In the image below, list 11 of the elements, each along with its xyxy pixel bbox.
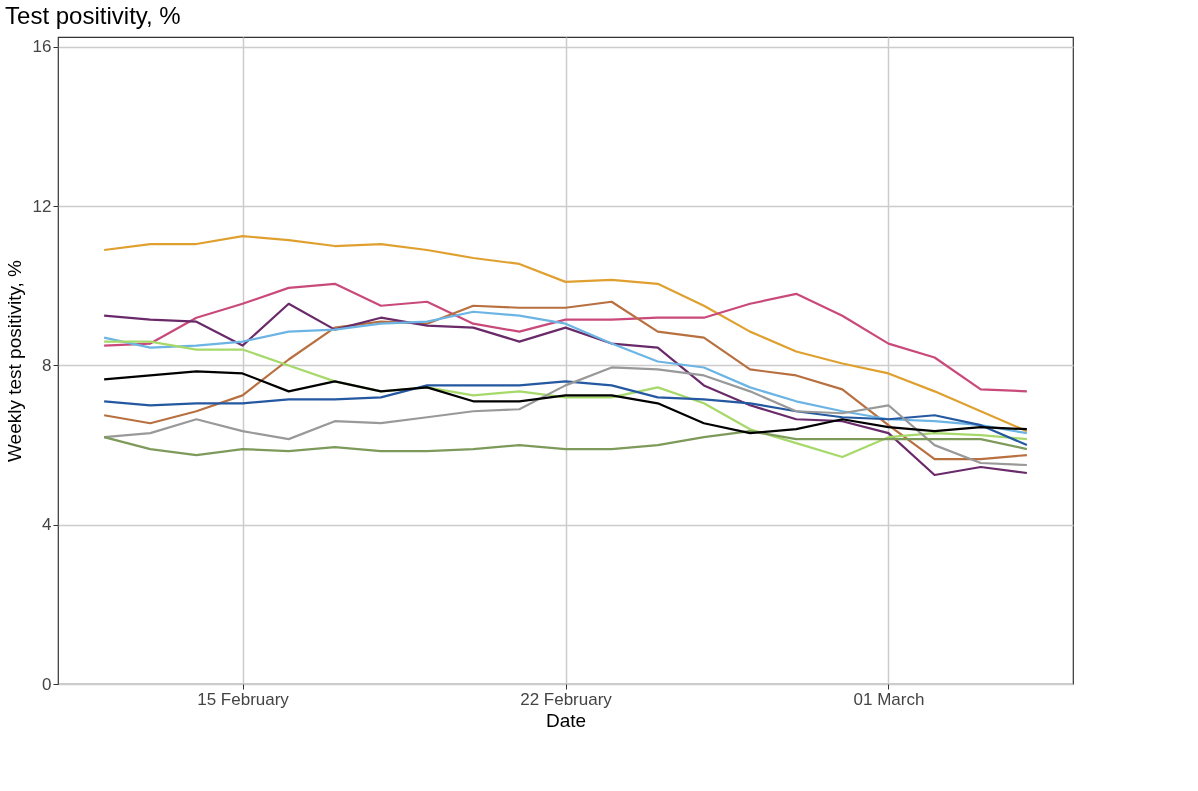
x-tick-label: 15 February bbox=[197, 689, 290, 709]
x-axis-title: Date bbox=[545, 709, 587, 731]
x-tick-label: 01 March bbox=[853, 689, 925, 709]
y-tick-label: 4 bbox=[42, 515, 52, 535]
x-tick-label: 22 February bbox=[520, 689, 613, 709]
y-tick-label: 8 bbox=[42, 355, 52, 375]
y-axis-title: Weekly test positivity, % bbox=[3, 259, 25, 463]
y-tick-label: 0 bbox=[42, 674, 52, 694]
chart-title: Test positivity, % bbox=[5, 2, 181, 29]
y-tick-label: 12 bbox=[32, 196, 52, 216]
y-tick-label: 16 bbox=[32, 37, 52, 57]
